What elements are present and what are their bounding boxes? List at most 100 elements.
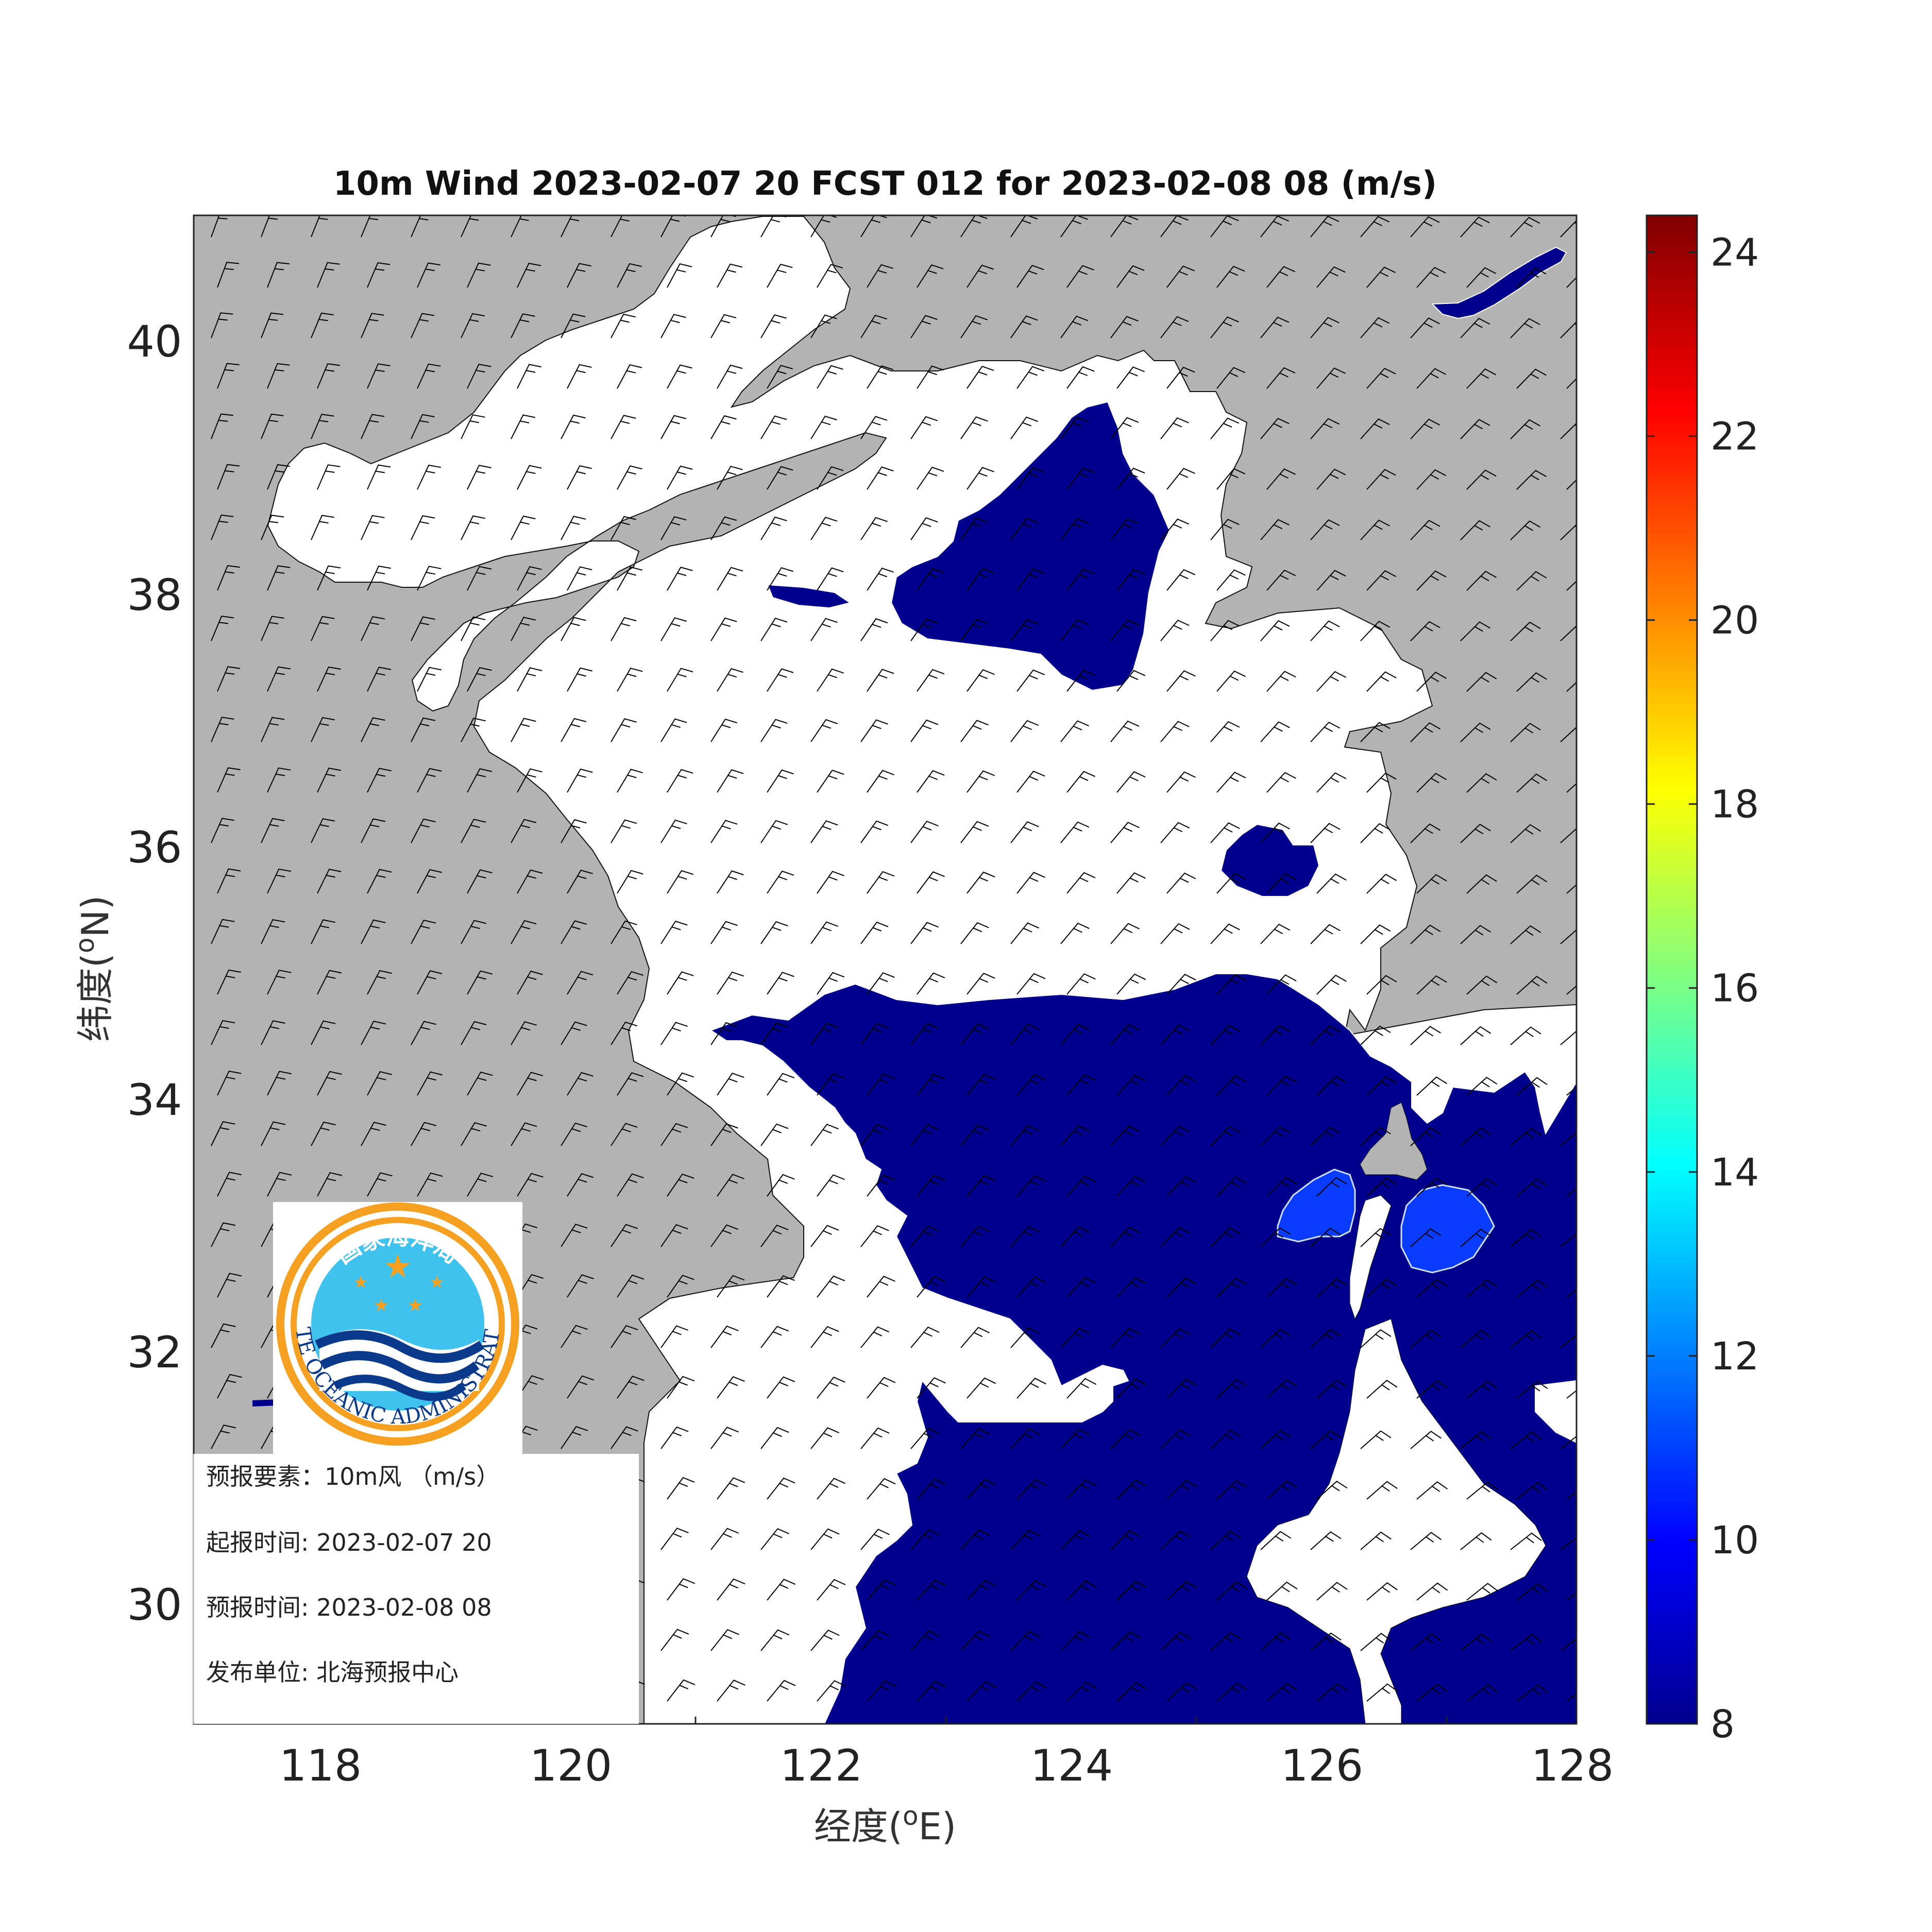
wind-barb	[1266, 873, 1297, 894]
wind-barb	[617, 465, 642, 490]
wind-barb	[1566, 580, 1577, 591]
wind-barb	[717, 1680, 745, 1702]
wind-barb	[317, 1172, 343, 1197]
wind-barb	[567, 364, 592, 389]
wind-barb	[1166, 1277, 1197, 1298]
wind-barb	[1560, 1435, 1577, 1449]
wind-barb	[517, 667, 543, 692]
wind-barb	[1266, 367, 1296, 389]
wind-barb	[717, 1275, 745, 1298]
wind-barb	[1210, 1530, 1241, 1550]
wind-barb	[211, 413, 233, 439]
wind-barb	[1166, 670, 1196, 692]
wind-barb	[1116, 569, 1145, 591]
wind-barb	[1010, 517, 1039, 540]
wind-barb	[1366, 1582, 1398, 1601]
wind-barb	[817, 871, 844, 894]
wind-barb	[660, 819, 687, 843]
wind-barb	[1216, 974, 1247, 995]
wind-barb	[611, 415, 636, 439]
wind-barb	[860, 314, 887, 338]
wind-barb	[1460, 1127, 1492, 1146]
wind-barb	[917, 972, 945, 995]
wind-barb	[1266, 670, 1296, 692]
wind-barb	[867, 466, 894, 490]
wind-barb	[1316, 1379, 1348, 1399]
wind-barb	[1116, 265, 1145, 288]
wind-barb	[1466, 1481, 1498, 1500]
wind-barb	[1560, 1638, 1577, 1651]
wind-barb	[311, 312, 334, 338]
wind-barb	[810, 215, 837, 238]
wind-barb	[667, 1477, 695, 1500]
wind-barb	[717, 870, 744, 894]
wind-barb	[810, 618, 838, 641]
wind-barb	[1316, 1177, 1347, 1197]
wind-barb	[710, 314, 737, 338]
wind-barb	[1160, 1631, 1191, 1651]
wind-barb	[860, 618, 888, 641]
wind-barb	[361, 1122, 386, 1146]
info-box: 预报要素：10m风 （m/s） 起报时间: 2023-02-07 20 预报时间…	[193, 1454, 639, 1724]
wind-barb	[617, 870, 643, 894]
wind-barb	[1360, 317, 1390, 338]
wind-barb	[1210, 316, 1239, 338]
wind-barb	[261, 616, 284, 641]
wind-barb	[860, 1630, 890, 1651]
wind-barb	[1066, 872, 1096, 894]
wind-barb	[1410, 418, 1440, 439]
wind-barb	[1560, 1233, 1577, 1247]
wind-barb	[1016, 1580, 1047, 1601]
wind-barb	[267, 970, 292, 995]
wind-barb	[810, 517, 838, 540]
wind-barb	[1516, 1482, 1548, 1500]
wind-barb	[1366, 772, 1397, 793]
wind-barb	[1410, 1127, 1442, 1146]
wind-barb	[1316, 772, 1347, 793]
wind-barb	[317, 565, 341, 591]
wind-barb	[461, 819, 486, 843]
wind-barb	[967, 1276, 996, 1298]
wind-barb	[1360, 1228, 1392, 1247]
wind-barb	[1410, 1329, 1442, 1348]
wind-barb	[461, 616, 486, 641]
wind-barb	[1266, 468, 1296, 490]
wind-barb	[1010, 1529, 1041, 1550]
wind-barb	[367, 768, 392, 793]
wind-barb	[960, 1023, 989, 1045]
wind-barb	[867, 264, 893, 288]
wind-barb	[467, 465, 492, 490]
wind-barb	[1566, 1491, 1577, 1500]
wind-barb	[1416, 266, 1446, 288]
wind-barb	[767, 1073, 795, 1096]
wind-barb	[1366, 570, 1397, 591]
wind-barb	[867, 1478, 896, 1500]
logo-star-icon: ★	[374, 1296, 389, 1315]
wind-barb	[467, 1173, 493, 1197]
wind-barb	[211, 919, 235, 944]
wind-barb	[1416, 1684, 1448, 1702]
wind-barb	[1260, 721, 1290, 742]
wind-barb	[1066, 568, 1095, 591]
wind-barb	[417, 363, 441, 389]
wind-barb	[317, 869, 342, 894]
wind-barb	[917, 264, 944, 288]
wind-barb	[1116, 771, 1146, 793]
wind-barb	[917, 466, 944, 490]
wind-barb	[1360, 1329, 1392, 1348]
wind-barb	[1010, 1327, 1040, 1348]
wind-barb	[567, 465, 592, 490]
wind-barb	[1016, 1276, 1046, 1298]
wind-barb	[1310, 620, 1340, 641]
wind-barb	[867, 1073, 895, 1096]
wind-barb	[1516, 773, 1547, 793]
wind-barb	[717, 1477, 745, 1500]
wind-barb	[1160, 1429, 1191, 1449]
wind-barb	[860, 921, 889, 944]
wind-barb	[261, 515, 284, 540]
wind-barb	[1110, 1631, 1141, 1651]
wind-barb	[1066, 973, 1096, 995]
wind-barb	[967, 568, 995, 591]
wind-barb	[1366, 1278, 1398, 1298]
wind-barb	[1460, 317, 1490, 338]
